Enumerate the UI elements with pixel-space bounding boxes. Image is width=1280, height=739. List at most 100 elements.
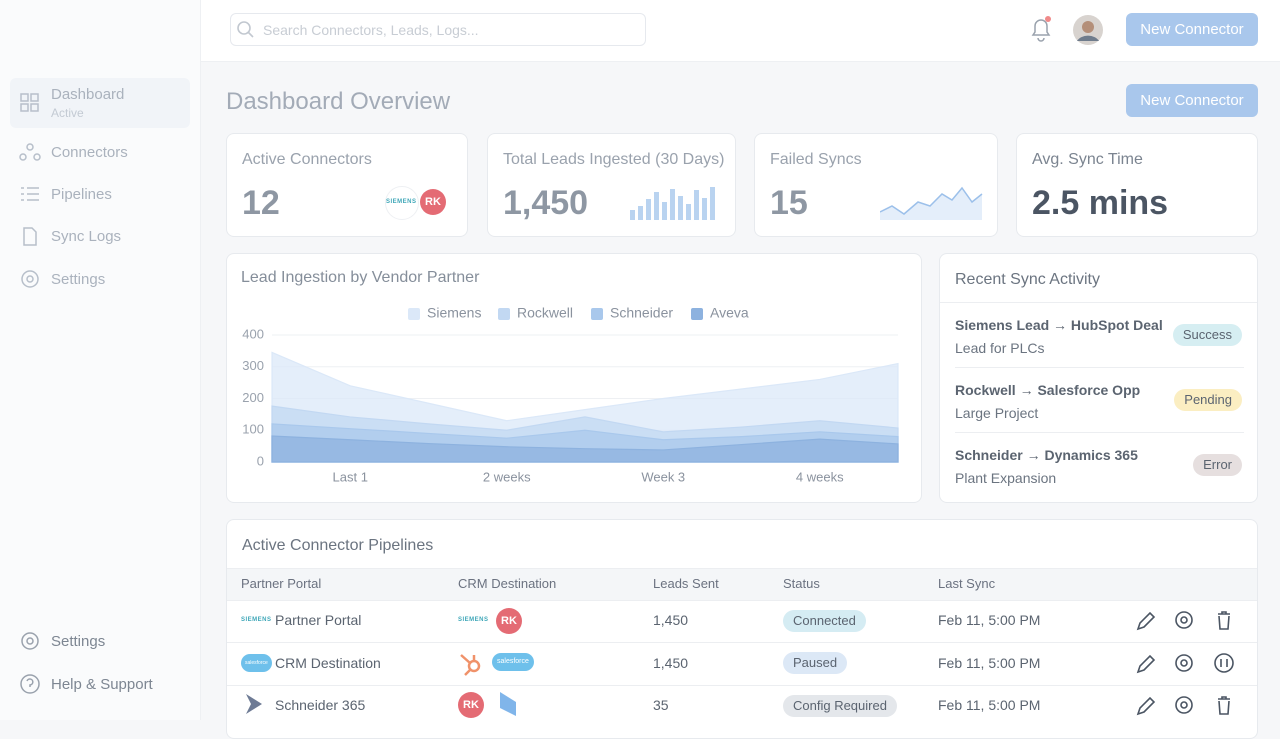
- kpi-value: 2.5 mins: [1032, 184, 1169, 222]
- nav-sub: Active: [51, 106, 84, 120]
- status-badge: Paused: [783, 652, 848, 674]
- column-header: Leads Sent: [653, 576, 719, 591]
- logo: RK: [458, 692, 484, 718]
- logo: salesforce: [241, 654, 272, 672]
- area: [271, 435, 899, 463]
- legend-label: Siemens: [427, 305, 481, 321]
- legend-swatch: [498, 308, 510, 320]
- cell-last-sync: Feb 11, 5:00 PM: [938, 612, 1041, 628]
- activity-card: Recent Sync Activity Siemens Lead → HubS…: [939, 253, 1258, 503]
- dynamics-logo: [246, 694, 262, 714]
- nav-item[interactable]: Connectors: [51, 144, 128, 161]
- column-header: Status: [783, 576, 820, 591]
- cell-portal: Partner Portal: [275, 612, 362, 628]
- activity-title: Recent Sync Activity: [955, 271, 1100, 288]
- legend-swatch: [408, 308, 420, 320]
- legend-label: Aveva: [710, 305, 749, 321]
- status-badge: Connected: [783, 610, 866, 632]
- page: Dashboard Active Connectors Pipelines Sy…: [10, 0, 1280, 739]
- status-badge: Config Required: [783, 695, 897, 717]
- new-connector-button[interactable]: New Connector: [1126, 13, 1258, 46]
- logo: SIEMENS: [386, 199, 417, 205]
- nav-item[interactable]: Sync Logs: [51, 228, 122, 245]
- kpi-value: 15: [770, 184, 808, 222]
- y-tick-label: 300: [242, 358, 264, 373]
- divider: [940, 302, 1257, 303]
- legend-swatch: [691, 308, 703, 320]
- table-title: Active Connector Pipelines: [242, 537, 434, 554]
- nav-active-bg: [10, 78, 190, 128]
- dynamics-logo: [500, 692, 516, 716]
- cell-leads: 1,450: [653, 612, 689, 628]
- cell-leads: 35: [653, 697, 669, 713]
- kpi-label: Total Leads Ingested (30 Days): [503, 151, 725, 168]
- legend-swatch: [591, 308, 603, 320]
- column-header: CRM Destination: [458, 576, 557, 591]
- search-icon: [237, 21, 254, 38]
- notification-bell[interactable]: [1027, 14, 1055, 44]
- y-tick-label: 200: [242, 390, 264, 405]
- chart: Lead Ingestion by Vendor Partner 0 100 200…: [241, 269, 899, 484]
- x-tick-label: Week 3: [641, 469, 685, 484]
- footer-icons: [20, 632, 40, 694]
- kpi-value: 1,450: [503, 184, 589, 222]
- legend-label: Rockwell: [517, 305, 573, 321]
- table-header: [227, 568, 1257, 601]
- cell-leads: 1,450: [653, 655, 689, 671]
- kpi-label: Active Connectors: [242, 151, 372, 168]
- y-tick-label: 400: [242, 326, 264, 341]
- status-badge: Error: [1193, 454, 1242, 476]
- kpi-card: Failed Syncs 15: [754, 133, 998, 237]
- activity-item-title: Schneider → Dynamics 365: [955, 447, 1138, 463]
- kpi-card: Total Leads Ingested (30 Days) 1,450: [487, 133, 736, 237]
- kpi-value: 12: [242, 184, 280, 222]
- logo: RK: [420, 189, 446, 215]
- status-badge: Pending: [1174, 389, 1242, 411]
- activity-item-subtitle: Large Project: [955, 405, 1039, 421]
- kpi-sparkbars: [630, 187, 715, 220]
- legend-label: Schneider: [610, 305, 673, 321]
- x-tick-label: Last 1: [333, 469, 368, 484]
- new-connector-button[interactable]: New Connector: [1126, 84, 1258, 117]
- search-box[interactable]: [230, 13, 646, 46]
- y-tick-label: 0: [257, 453, 264, 468]
- cell-last-sync: Feb 11, 5:00 PM: [938, 655, 1041, 671]
- row-actions[interactable]: [1133, 608, 1238, 720]
- logo: SIEMENS: [241, 617, 272, 623]
- nav-icons: [19, 93, 41, 288]
- table-card: Active Connector Pipelines: [226, 519, 1258, 739]
- nav-item[interactable]: Settings: [51, 271, 106, 288]
- divider: [955, 432, 1244, 433]
- kpi-label: Failed Syncs: [770, 151, 862, 168]
- logo: salesforce: [492, 653, 534, 671]
- activity-item-title: Siemens Lead → HubSpot Deal: [955, 317, 1163, 333]
- kpi-label: Avg. Sync Time: [1032, 151, 1143, 168]
- activity-item-subtitle: Lead for PLCs: [955, 340, 1045, 356]
- column-header: Partner Portal: [241, 576, 322, 591]
- x-tick-label: 4 weeks: [796, 469, 844, 484]
- y-tick-label: 100: [242, 422, 264, 437]
- page-title: Dashboard Overview: [226, 88, 451, 115]
- divider: [955, 367, 1244, 368]
- logo: SIEMENS: [458, 617, 489, 623]
- search-placeholder: Search Connectors, Leads, Logs...: [263, 22, 479, 38]
- column-header: Last Sync: [938, 576, 996, 591]
- activity-item-subtitle: Plant Expansion: [955, 470, 1057, 486]
- x-tick-label: 2 weeks: [483, 469, 531, 484]
- cell-portal: Schneider 365: [275, 697, 366, 713]
- cell-portal: CRM Destination: [275, 655, 381, 671]
- activity-item-title: Rockwell → Salesforce Opp: [955, 382, 1141, 398]
- avatar[interactable]: [1072, 14, 1104, 46]
- logo: RK: [496, 608, 522, 634]
- footer-item[interactable]: Help & Support: [51, 676, 153, 693]
- chart-title: Lead Ingestion by Vendor Partner: [241, 269, 480, 286]
- status-badge: Success: [1172, 324, 1242, 346]
- footer-item[interactable]: Settings: [51, 633, 106, 650]
- hubspot-logo: [460, 654, 481, 676]
- nav-item[interactable]: Pipelines: [51, 186, 112, 203]
- nav-item[interactable]: Dashboard: [51, 86, 125, 103]
- kpi-card: Avg. Sync Time 2.5 mins: [1016, 133, 1258, 237]
- row-divider: [227, 685, 1257, 686]
- row-divider: [227, 642, 1257, 643]
- kpi-card: Active Connectors 12 SIEMENS RK: [226, 133, 468, 237]
